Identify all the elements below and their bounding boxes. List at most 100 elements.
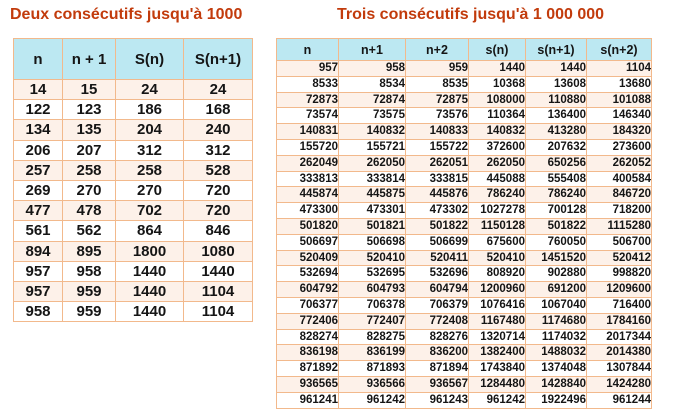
table-cell: 333814	[338, 170, 406, 188]
table-cell: 716400	[586, 296, 652, 314]
table-cell: 958	[62, 260, 116, 283]
table-cell: 1307844	[586, 360, 652, 377]
table-cell: 828274	[276, 328, 339, 346]
table-row: 561 562 864 846	[13, 220, 253, 242]
table-cell: 207	[62, 139, 116, 161]
table-cell: 258	[115, 159, 184, 182]
table-cell: 1150128	[468, 217, 526, 235]
table-cell: 155720	[276, 138, 339, 156]
table-cell: 528	[183, 159, 253, 182]
table-cell: 894	[13, 240, 63, 262]
table-cell: 959	[62, 301, 116, 323]
table-cell: 73574	[276, 107, 339, 125]
table-cell: 520410	[338, 249, 406, 267]
column-header: n	[13, 38, 63, 80]
table-cell: 13680	[586, 75, 652, 93]
table-cell: 2014380	[586, 344, 652, 362]
table-cell: 1167480	[468, 312, 526, 330]
table-row: 836198 836199 836200 1382400 1488032 2014380	[276, 344, 652, 362]
table-cell: 895	[62, 240, 116, 262]
table-cell: 15	[62, 78, 116, 101]
table-cell: 155721	[338, 138, 406, 156]
table-row: 14 15 24 24	[13, 78, 253, 101]
table-cell: 846	[183, 220, 253, 242]
table-cell: 1284480	[468, 375, 526, 393]
table-cell: 473301	[338, 202, 406, 219]
column-header: n	[276, 38, 339, 61]
table-cell: 1104	[586, 60, 652, 77]
three-consecutive-title: Trois consécutifs jusqu'à 1 000 000	[337, 6, 605, 23]
table-cell: 108000	[468, 91, 526, 109]
table-cell: 501822	[525, 217, 587, 235]
table-cell: 506697	[276, 233, 339, 251]
table-cell: 312	[183, 139, 253, 161]
table-cell: 312	[115, 139, 184, 161]
table-cell: 828275	[338, 328, 406, 346]
table-cell: 772408	[405, 312, 469, 330]
table-cell: 520410	[468, 249, 526, 267]
table-row: 262049 262050 262051 262050 650256 262052	[276, 154, 652, 172]
table-cell: 134	[13, 119, 63, 141]
table-cell: 136400	[525, 107, 587, 125]
three-consecutive-table: n n+1 n+2 s(n) s(n+1) s(n+2) 957 958 959 1440 1440…	[276, 38, 652, 409]
table-cell: 506698	[338, 233, 406, 251]
table-cell: 1488032	[525, 344, 587, 362]
table-cell: 372600	[468, 138, 526, 156]
table-cell: 1174032	[525, 328, 587, 346]
column-header: S(n+1)	[183, 38, 253, 80]
table-cell: 262050	[338, 154, 406, 172]
table-row: 477 478 702 720	[13, 200, 253, 222]
table-cell: 445088	[468, 170, 526, 188]
table-cell: 961242	[338, 391, 406, 409]
table-cell: 270	[62, 180, 116, 202]
table-cell: 958	[338, 60, 406, 77]
table-cell: 1320714	[468, 328, 526, 346]
table-cell: 772406	[276, 312, 339, 330]
table-cell: 958	[13, 301, 63, 323]
table-cell: 864	[115, 220, 184, 242]
table-cell: 445876	[405, 186, 469, 204]
table-cell: 936567	[405, 375, 469, 393]
table-cell: 262050	[468, 154, 526, 172]
table-cell: 1115280	[586, 217, 652, 235]
table-cell: 1067040	[525, 296, 587, 314]
column-header: n+2	[405, 38, 469, 61]
table-cell: 110364	[468, 107, 526, 125]
table-row: 73574 73575 73576 110364 136400 146340	[276, 107, 652, 125]
table-cell: 10368	[468, 75, 526, 93]
table-cell: 828276	[405, 328, 469, 346]
table-cell: 477	[13, 200, 63, 222]
table-cell: 808920	[468, 265, 526, 283]
table-cell: 2017344	[586, 328, 652, 346]
table-cell: 706377	[276, 296, 339, 314]
table-cell: 520409	[276, 249, 339, 267]
table-cell: 1440	[525, 60, 587, 77]
table-cell: 72873	[276, 91, 339, 109]
table-row: 122 123 186 168	[13, 99, 253, 121]
table-row: 706377 706378 706379 1076416 1067040 716400	[276, 296, 652, 314]
table-cell: 720	[183, 180, 253, 202]
table-cell: 273600	[586, 138, 652, 156]
table-cell: 902880	[525, 265, 587, 283]
table-cell: 691200	[525, 281, 587, 298]
table-cell: 700128	[525, 202, 587, 219]
table-cell: 1374048	[525, 360, 587, 377]
table-cell: 473302	[405, 202, 469, 219]
table-cell: 24	[183, 78, 253, 101]
table-cell: 473300	[276, 202, 339, 219]
table-cell: 122	[13, 99, 63, 121]
table-cell: 871893	[338, 360, 406, 377]
table-cell: 262049	[276, 154, 339, 172]
table-cell: 8533	[276, 75, 339, 93]
table-cell: 1076416	[468, 296, 526, 314]
table-cell: 110880	[525, 91, 587, 109]
table-cell: 1209600	[586, 281, 652, 298]
table-cell: 1440	[115, 281, 184, 303]
table-cell: 333815	[405, 170, 469, 188]
table-row: 269 270 270 720	[13, 180, 253, 202]
table-cell: 1200960	[468, 281, 526, 298]
table-row: 134 135 204 240	[13, 119, 253, 141]
table-row: 501820 501821 501822 1150128 501822 1115280	[276, 217, 652, 235]
table-cell: 1800	[115, 240, 184, 262]
table-row: 520409 520410 520411 520410 1451520 520412	[276, 249, 652, 267]
